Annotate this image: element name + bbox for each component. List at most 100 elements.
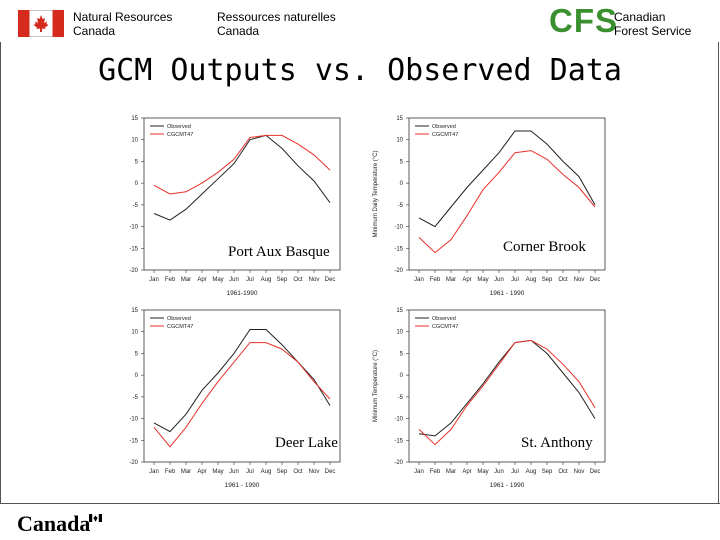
department-name-en-line2: Canada bbox=[73, 24, 116, 38]
plot-area bbox=[143, 309, 341, 463]
y-tick-label: -5 bbox=[398, 203, 404, 209]
y-tick-label: 15 bbox=[396, 308, 403, 314]
x-tick-label: Jun bbox=[494, 469, 504, 475]
department-name-fr-line1: Ressources naturelles bbox=[217, 10, 336, 24]
legend-label: Observed bbox=[167, 316, 191, 322]
y-tick-label: -20 bbox=[394, 460, 403, 466]
legend-label: CGCMT47 bbox=[432, 132, 458, 138]
x-tick-label: Oct bbox=[293, 277, 303, 283]
x-tick-label: May bbox=[477, 469, 488, 475]
y-tick-label: 5 bbox=[135, 159, 139, 165]
site-label-port-aux-basque: Port Aux Basque bbox=[228, 244, 330, 261]
x-tick-label: Aug bbox=[526, 469, 537, 475]
plot-area bbox=[408, 309, 606, 463]
department-name-en: Natural Resources Canada bbox=[73, 10, 172, 38]
department-name-fr-line2: Canada bbox=[217, 24, 260, 38]
series-line-observed bbox=[153, 329, 331, 433]
x-tick-label: Apr bbox=[197, 469, 206, 475]
site-label-deer-lake: Deer Lake bbox=[275, 435, 338, 452]
x-tick-label: Mar bbox=[446, 277, 456, 283]
y-tick-label: -5 bbox=[398, 395, 404, 401]
legend-label: Observed bbox=[432, 316, 456, 322]
chart-port-aux-basque: 15 10 5 0 -5 -10 -15 -20 Jan Feb Mar Apr May Jun Jul Au… bbox=[129, 116, 341, 297]
y-tick-label: -20 bbox=[394, 268, 403, 274]
x-tick-label: Dec bbox=[590, 277, 601, 283]
canada-wordmark: Canada bbox=[17, 511, 91, 536]
x-tick-label: Jan bbox=[414, 469, 424, 475]
x-tick-label: Nov bbox=[574, 469, 585, 475]
legend-label: CGCMT47 bbox=[167, 132, 193, 138]
x-axis-label: 1961 - 1990 bbox=[225, 482, 260, 489]
y-tick-label: -5 bbox=[133, 395, 139, 401]
forest-service-name: Canadian Forest Service bbox=[614, 10, 691, 38]
department-name-fr: Ressources naturelles Canada bbox=[217, 10, 336, 38]
y-tick-label: -10 bbox=[129, 225, 138, 231]
series-line-model bbox=[418, 339, 596, 446]
x-tick-label: Sep bbox=[277, 469, 288, 475]
department-name-en-line1: Natural Resources bbox=[73, 10, 173, 24]
x-tick-label: Oct bbox=[558, 469, 568, 475]
forest-service-name-line1: Canadian bbox=[614, 10, 666, 24]
site-label-corner-brook: Corner Brook bbox=[503, 239, 586, 256]
series-line-model bbox=[418, 150, 596, 254]
y-tick-label: 10 bbox=[131, 138, 138, 144]
x-tick-label: Sep bbox=[542, 469, 553, 475]
x-tick-label: Feb bbox=[430, 277, 441, 283]
y-tick-label: 10 bbox=[131, 330, 138, 336]
legend-label: Observed bbox=[167, 124, 191, 130]
x-tick-label: Jul bbox=[246, 469, 254, 475]
forest-service-name-line2: Forest Service bbox=[614, 24, 692, 38]
x-tick-label: May bbox=[212, 277, 223, 283]
x-tick-label: Jan bbox=[414, 277, 424, 283]
x-tick-label: Apr bbox=[197, 277, 206, 283]
y-tick-label: -20 bbox=[129, 268, 138, 274]
y-tick-label: -15 bbox=[394, 246, 403, 252]
plot-area bbox=[408, 117, 606, 271]
x-axis-label: 1961 - 1990 bbox=[490, 482, 525, 489]
x-tick-label: Oct bbox=[293, 469, 303, 475]
x-tick-label: Jan bbox=[149, 277, 159, 283]
chart-deer-lake: 15 10 5 0 -5 -10 -15 -20 Jan Feb Mar Apr May Jun Jul Au… bbox=[129, 308, 341, 489]
y-tick-label: -10 bbox=[394, 417, 403, 423]
x-axis-label: 1961-1990 bbox=[226, 290, 257, 297]
x-tick-label: Dec bbox=[325, 277, 336, 283]
x-tick-label: Jul bbox=[246, 277, 254, 283]
x-axis-label: 1961 - 1990 bbox=[490, 290, 525, 297]
legend-label: Observed bbox=[432, 124, 456, 130]
series-line-model bbox=[153, 134, 331, 195]
y-tick-label: 15 bbox=[396, 116, 403, 122]
y-tick-label: 10 bbox=[396, 138, 403, 144]
slide-title: GCM Outputs vs. Observed Data bbox=[98, 53, 622, 88]
x-tick-label: Mar bbox=[181, 469, 191, 475]
x-tick-label: Nov bbox=[309, 469, 320, 475]
y-tick-label: -15 bbox=[394, 438, 403, 444]
x-tick-label: Aug bbox=[526, 277, 537, 283]
series-line-model bbox=[153, 342, 331, 448]
x-tick-label: Jul bbox=[511, 277, 519, 283]
x-tick-label: Dec bbox=[325, 469, 336, 475]
x-tick-label: May bbox=[212, 469, 223, 475]
slide-frame-right bbox=[718, 42, 719, 504]
x-tick-label: Dec bbox=[590, 469, 601, 475]
x-tick-label: Oct bbox=[558, 277, 568, 283]
x-tick-label: Mar bbox=[181, 277, 191, 283]
x-tick-label: Jan bbox=[149, 469, 159, 475]
x-tick-label: Sep bbox=[542, 277, 553, 283]
x-tick-label: Nov bbox=[574, 277, 585, 283]
x-tick-label: Apr bbox=[462, 277, 471, 283]
x-tick-label: Jun bbox=[494, 277, 504, 283]
y-tick-label: -20 bbox=[129, 460, 138, 466]
canada-flag-icon bbox=[18, 10, 64, 37]
x-tick-label: Nov bbox=[309, 277, 320, 283]
y-axis-label: Minimum Daily Temperature (°C) bbox=[373, 151, 379, 238]
site-label-st-anthony: St. Anthony bbox=[521, 435, 593, 452]
series-line-observed bbox=[418, 130, 596, 228]
x-tick-label: Mar bbox=[446, 469, 456, 475]
chart-corner-brook: 15 10 5 0 -5 -10 -15 -20 Jan Feb Mar Apr May Jun Jul Au… bbox=[373, 116, 606, 297]
legend-label: CGCMT47 bbox=[167, 324, 193, 330]
y-tick-label: 15 bbox=[131, 308, 138, 314]
y-tick-label: 15 bbox=[131, 116, 138, 122]
y-tick-label: 0 bbox=[135, 373, 139, 379]
slide-frame-left bbox=[0, 42, 1, 504]
x-tick-label: Jul bbox=[511, 469, 519, 475]
